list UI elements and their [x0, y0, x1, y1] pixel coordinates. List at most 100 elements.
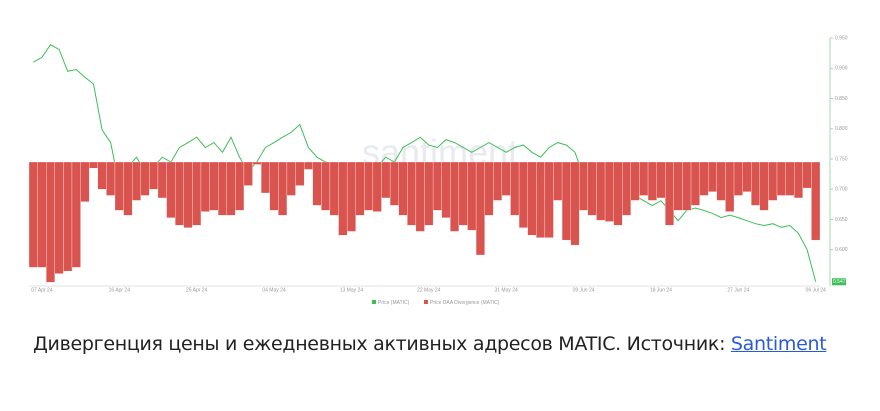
y-tick-label: 0.800 — [835, 126, 848, 132]
divergence-bar — [226, 161, 236, 216]
divergence-bar — [570, 161, 580, 246]
divergence-bar — [604, 161, 614, 222]
divergence-bar — [192, 161, 202, 226]
divergence-bar — [312, 161, 322, 206]
divergence-bar — [218, 161, 227, 216]
caption: Дивергенция цены и ежедневных активных а… — [33, 333, 827, 355]
x-tick-label: 04 May 24 — [262, 287, 286, 293]
divergence-bar — [398, 161, 408, 216]
divergence-bar — [458, 161, 468, 226]
divergence-bar — [656, 161, 666, 199]
divergence-bar — [501, 161, 511, 196]
divergence-bar — [613, 161, 623, 226]
divergence-bar — [37, 161, 47, 268]
divergence-bar — [785, 161, 795, 196]
x-tick-label: 09 Jun 24 — [573, 287, 595, 293]
divergence-bar — [303, 161, 313, 170]
divergence-bar — [28, 161, 38, 268]
divergence-bar — [716, 161, 726, 201]
divergence-bar — [54, 161, 64, 274]
divergence-bar — [742, 161, 752, 192]
divergence-bar — [561, 161, 571, 241]
divergence-bar — [518, 161, 528, 228]
divergence-bar — [278, 161, 288, 216]
divergence-bar — [140, 161, 150, 196]
x-tick-label: 27 Jun 24 — [727, 287, 749, 293]
legend-label: Price (MATIC) — [378, 300, 410, 306]
divergence-bar — [389, 161, 399, 206]
divergence-bar — [157, 161, 167, 199]
divergence-bar — [708, 161, 717, 192]
y-tick-label: 0.700 — [835, 187, 848, 193]
price-badge-label: 0.547 — [833, 279, 846, 285]
source-link[interactable]: Santiment — [730, 333, 827, 355]
divergence-bar — [768, 161, 778, 201]
x-tick-label: 07 Apr 24 — [31, 287, 53, 293]
x-tick-label: 13 May 24 — [340, 287, 364, 293]
divergence-bar — [544, 161, 554, 238]
divergence-bar — [166, 161, 176, 218]
divergence-bar — [346, 161, 356, 232]
divergence-bar — [596, 161, 606, 221]
x-tick-label: 25 Apr 24 — [186, 287, 208, 293]
divergence-bar — [630, 161, 640, 201]
divergence-bar — [579, 161, 589, 211]
divergence-bar — [493, 161, 503, 201]
divergence-bar — [484, 161, 494, 216]
legend-swatch — [424, 300, 428, 304]
divergence-bar — [475, 161, 485, 256]
y-tick-label: 0.850 — [835, 96, 848, 102]
divergence-bar — [63, 161, 73, 272]
divergence-bar — [80, 161, 90, 202]
divergence-bar — [682, 161, 692, 211]
divergence-bar — [175, 161, 184, 226]
divergence-bar — [355, 161, 365, 216]
divergence-bar — [97, 161, 107, 190]
x-tick-label: 22 May 24 — [417, 287, 441, 293]
x-tick-label: 18 Jun 24 — [650, 287, 672, 293]
divergence-bar — [510, 161, 520, 216]
divergence-bar — [647, 161, 657, 201]
divergence-bar — [89, 161, 98, 169]
divergence-bar — [776, 161, 786, 196]
divergence-bar — [114, 161, 124, 211]
x-tick-label: 06 Jul 24 — [806, 287, 827, 293]
divergence-bar — [183, 161, 193, 228]
divergence-bar — [295, 161, 305, 186]
divergence-bar — [733, 161, 743, 196]
divergence-bar — [252, 161, 262, 165]
price-line — [33, 44, 817, 282]
x-tick-label: 16 Apr 24 — [109, 287, 131, 293]
divergence-bar — [123, 161, 133, 216]
divergence-bar — [622, 161, 631, 216]
y-tick-label: 0.650 — [835, 217, 848, 223]
divergence-bar — [235, 161, 245, 211]
divergence-bar — [751, 161, 760, 206]
divergence-bar — [200, 161, 210, 212]
y-tick-label: 0.600 — [835, 247, 848, 253]
divergence-bar — [802, 161, 812, 189]
divergence-bar — [424, 161, 434, 226]
y-tick-label: 0.750 — [835, 156, 848, 162]
divergence-bar — [286, 161, 296, 196]
divergence-bar — [794, 161, 803, 199]
divergence-bar — [639, 161, 649, 196]
divergence-bar — [690, 161, 700, 206]
x-tick-label: 31 May 24 — [494, 287, 518, 293]
divergence-bar — [46, 161, 55, 283]
divergence-bar — [407, 161, 417, 226]
chart: santiment 0.9500.9000.8500.8000.7500.700… — [28, 35, 848, 306]
divergence-bar — [209, 161, 219, 211]
divergence-bar — [372, 161, 382, 212]
divergence-bar — [106, 161, 116, 196]
y-tick-label: 0.900 — [835, 66, 848, 72]
divergence-bar — [415, 161, 425, 232]
divergence-bar — [441, 161, 451, 218]
price-badge — [832, 278, 846, 286]
divergence-bar — [338, 161, 348, 236]
divergence-bar — [321, 161, 331, 211]
divergence-bar — [329, 161, 339, 216]
divergence-bar — [381, 161, 391, 199]
divergence-bar — [553, 161, 563, 201]
